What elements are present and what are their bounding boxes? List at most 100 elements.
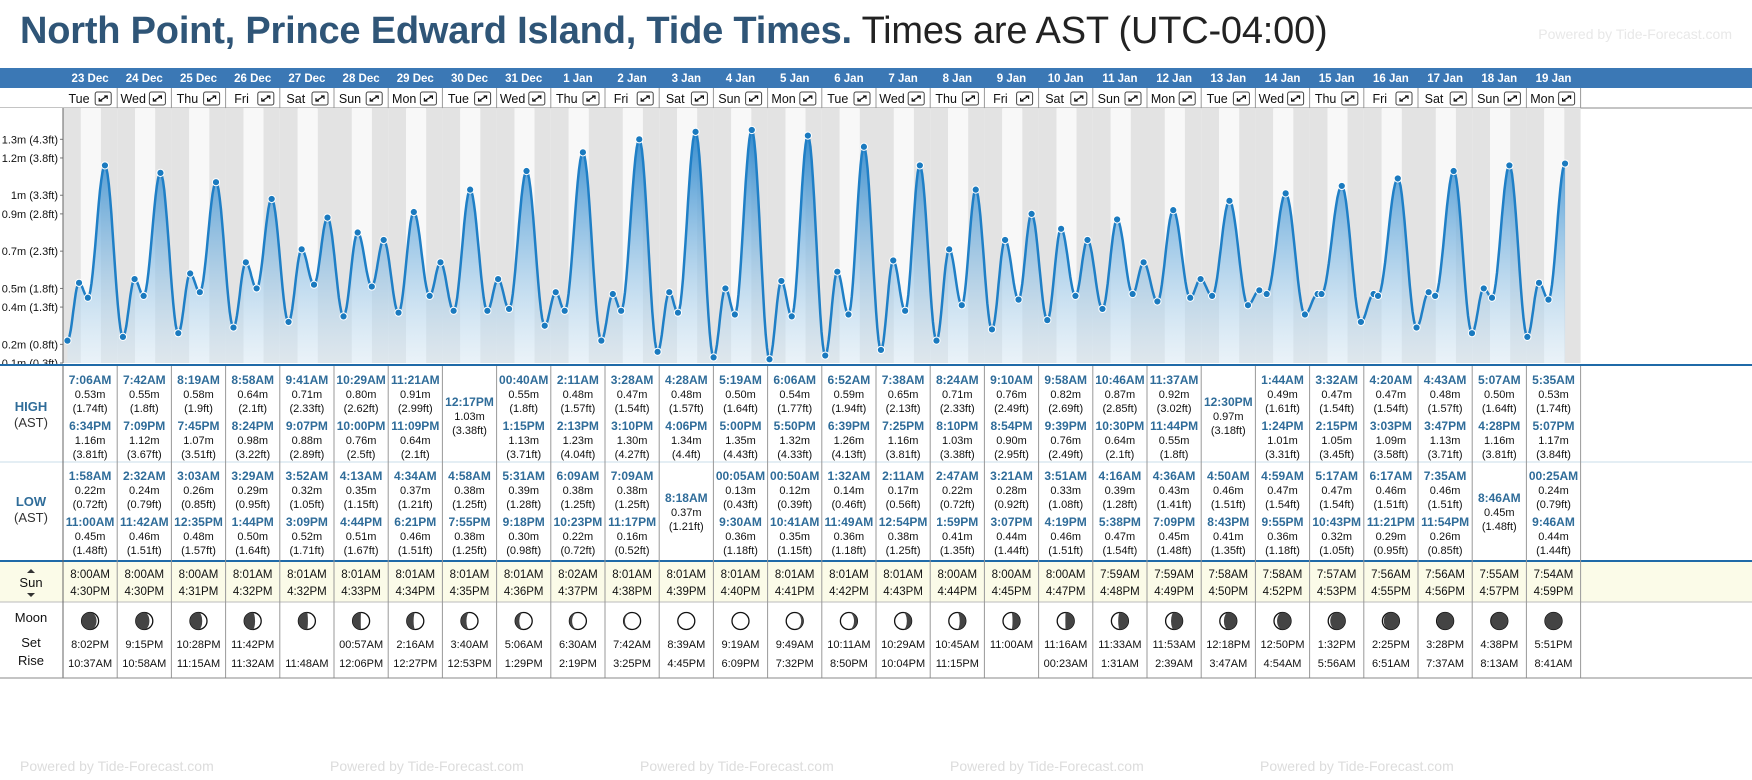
expand-icon[interactable] (1558, 91, 1576, 106)
expand-icon[interactable] (203, 91, 221, 106)
moon-phase-icon (1490, 611, 1509, 631)
tide-height-m: 1.16m (888, 435, 919, 447)
sunset-time: 4:42PM (829, 586, 869, 598)
tide-height-ft: (4.04ft) (560, 449, 595, 461)
y-axis-tick: 0.2m (0.8ft) (2, 339, 58, 351)
moonrise-time: 11:48AM (285, 658, 328, 670)
tide-point (186, 269, 195, 278)
tide-height-m: 1.32m (779, 435, 810, 447)
tide-height-ft: (1.48ft) (1157, 545, 1192, 557)
weekday-label: Sun (1098, 92, 1120, 106)
tide-point (284, 317, 293, 327)
tide-height-m: 0.47m (1376, 389, 1407, 401)
sunrise-time: 7:56AM (1425, 569, 1465, 581)
expand-icon[interactable] (853, 91, 871, 106)
expand-icon[interactable] (528, 91, 546, 106)
tide-time: 5:31AM (502, 469, 545, 483)
tide-point (560, 306, 569, 315)
tide-point (174, 329, 183, 338)
tide-point (139, 291, 148, 300)
tide-time: 1:24PM (1261, 419, 1303, 433)
expand-icon[interactable] (474, 91, 492, 106)
tide-time: 8:19AM (177, 373, 220, 387)
expand-icon[interactable] (1503, 91, 1521, 106)
expand-icon[interactable] (1395, 91, 1413, 106)
expand-icon[interactable] (1178, 91, 1196, 106)
date-header: 6 Jan (834, 73, 863, 85)
moon-phase-icon (948, 611, 967, 631)
tide-point (466, 185, 475, 194)
tide-time: 7:25PM (882, 419, 924, 433)
tide-time: 4:44PM (340, 515, 382, 529)
tide-height-m: 0.47m (1105, 531, 1136, 543)
expand-icon[interactable] (1449, 91, 1467, 106)
expand-icon[interactable] (94, 91, 112, 106)
moon-phase-icon (1164, 611, 1184, 631)
sunrise-time: 8:01AM (233, 569, 273, 581)
tide-point (540, 321, 549, 330)
tide-height-m: 0.49m (1267, 389, 1298, 401)
tide-height-ft: (1.57ft) (181, 545, 216, 557)
tide-height-ft: (3.45ft) (1319, 449, 1354, 461)
tide-height-m: 0.32m (1321, 531, 1352, 543)
expand-icon[interactable] (1124, 91, 1142, 106)
expand-icon[interactable] (690, 91, 708, 106)
expand-icon[interactable] (1232, 91, 1250, 106)
tide-point (608, 289, 617, 299)
tide-time: 3:32AM (1315, 373, 1358, 387)
date-header: 23 Dec (72, 73, 110, 85)
tide-point (915, 161, 924, 170)
tide-time: 5:35AM (1532, 373, 1575, 387)
expand-icon[interactable] (1016, 91, 1034, 106)
tide-time: 4:13AM (340, 469, 383, 483)
tide-height-m: 0.47m (1321, 485, 1352, 497)
tide-point (844, 310, 853, 319)
tide-height-ft: (1.25ft) (452, 545, 487, 557)
footer-watermark: Powered by Tide-Forecast.com (1260, 758, 1454, 774)
tide-time: 9:46AM (1532, 515, 1575, 529)
date-header: 27 Dec (288, 73, 326, 85)
expand-icon[interactable] (745, 91, 763, 106)
tide-point (691, 127, 700, 136)
tide-point (409, 207, 418, 217)
tide-point (747, 125, 756, 135)
tide-height-m: 0.12m (779, 485, 810, 497)
expand-icon[interactable] (311, 91, 329, 106)
expand-icon[interactable] (1341, 91, 1359, 106)
moonrise-time: 6:09PM (722, 658, 760, 670)
expand-icon[interactable] (257, 91, 275, 106)
expand-icon[interactable] (799, 91, 817, 106)
tide-height-ft: (3.58ft) (1373, 449, 1408, 461)
sunrise-time: 8:01AM (612, 569, 652, 581)
moonset-time: 9:19AM (722, 639, 760, 651)
expand-icon[interactable] (1287, 91, 1305, 106)
moonset-time: 5:51PM (1535, 639, 1573, 651)
moonrise-time: 10:37AM (68, 658, 112, 670)
tide-height-ft: (1.74ft) (73, 403, 108, 415)
high-label: HIGH (15, 399, 48, 414)
tide-height-ft: (1.57ft) (1428, 403, 1463, 415)
sunrise-time: 8:01AM (666, 569, 706, 581)
sunset-time: 4:55PM (1371, 586, 1411, 598)
expand-icon[interactable] (582, 91, 600, 106)
expand-icon[interactable] (148, 91, 166, 106)
expand-icon[interactable] (907, 91, 925, 106)
moonrise-time: 2:39AM (1155, 658, 1193, 670)
expand-icon[interactable] (365, 91, 383, 106)
expand-icon[interactable] (419, 91, 437, 106)
expand-icon[interactable] (636, 91, 654, 106)
sunset-time: 4:57PM (1479, 586, 1519, 598)
moon-phase-icon (1381, 611, 1401, 631)
tide-time: 12:35PM (174, 515, 223, 529)
tide-point (1098, 304, 1107, 314)
tide-height-ft: (2.33ft) (289, 403, 324, 415)
tide-point (730, 310, 739, 319)
tide-point (63, 336, 72, 345)
tide-height-ft: (1.25ft) (886, 545, 921, 557)
date-header: 25 Dec (180, 73, 218, 85)
expand-icon[interactable] (961, 91, 979, 106)
tide-point (889, 256, 898, 265)
expand-icon[interactable] (1070, 91, 1088, 106)
footer-watermark: Powered by Tide-Forecast.com (950, 758, 1144, 774)
weekday-label: Sun (1477, 92, 1499, 106)
